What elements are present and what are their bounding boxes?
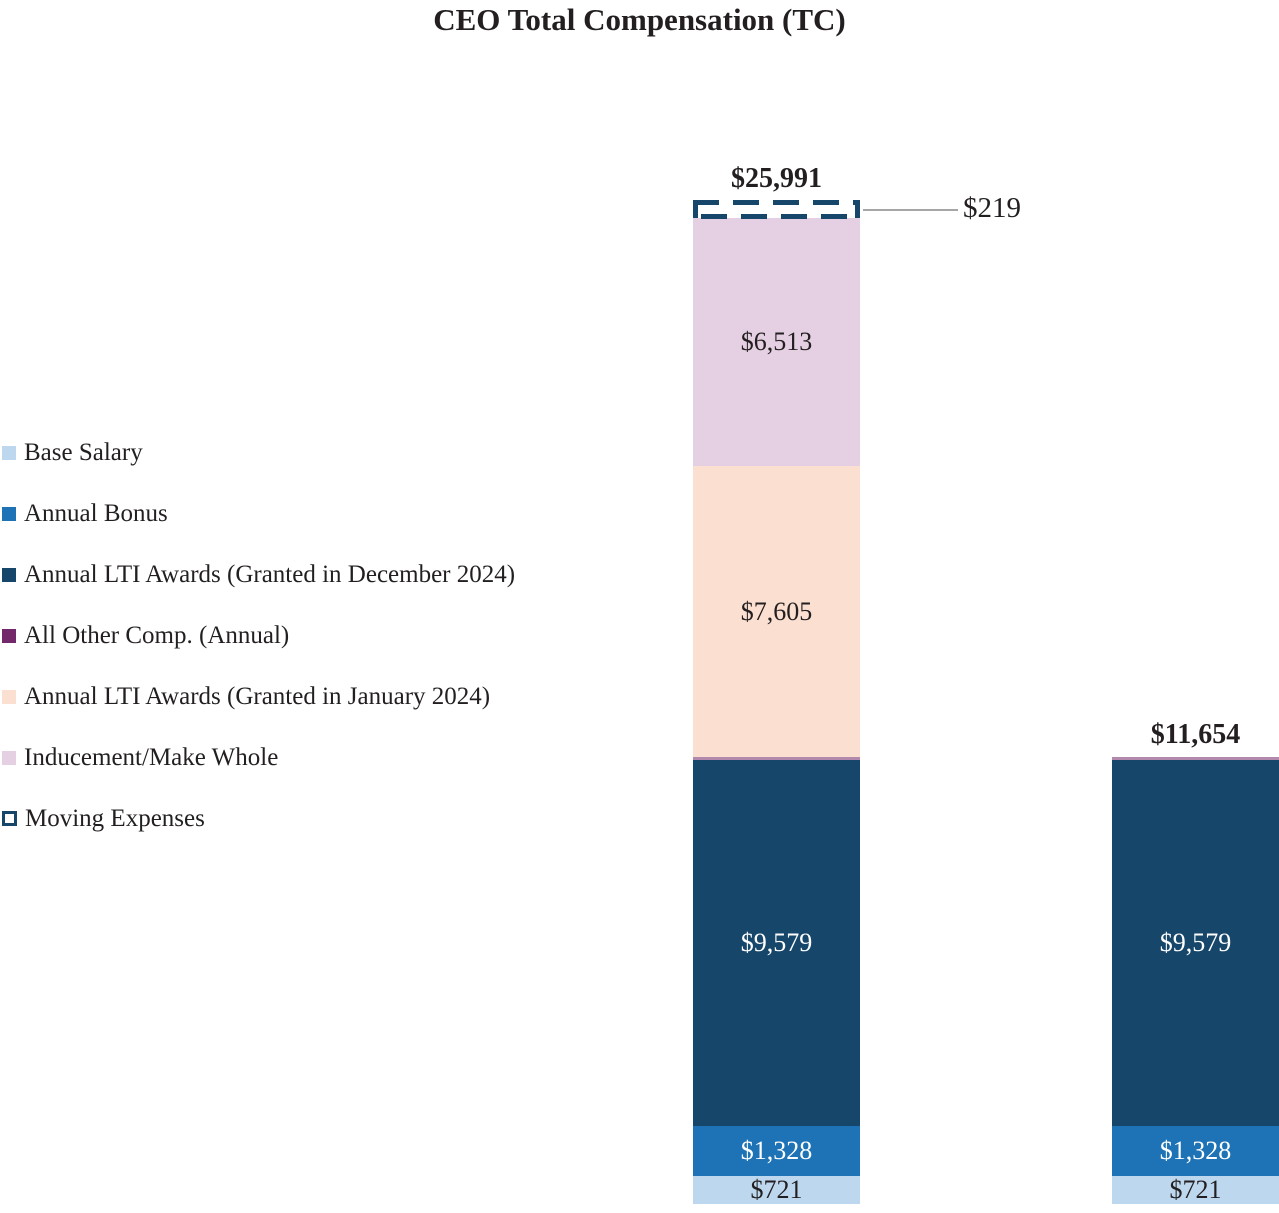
bar-segment-annual-bonus: $1,328 — [693, 1125, 860, 1177]
bar-total-label: $11,654 — [1150, 718, 1241, 750]
bar-segment-base-salary: $721 — [693, 1175, 860, 1205]
legend-label: Base Salary — [24, 438, 143, 466]
inducement-make-whole-swatch — [2, 750, 16, 765]
segment-value-label: $1,328 — [740, 1136, 813, 1166]
legend-label: Annual LTI Awards (Granted in December 2… — [24, 560, 516, 588]
bar-segment-all-other-comp-annual — [693, 756, 860, 760]
segment-value-label: $9,579 — [740, 927, 813, 957]
bar-segment-base-salary: $721 — [1112, 1175, 1279, 1205]
bar-segment-annual-lti-awards-granted-in-january-2024: $7,605 — [693, 466, 860, 757]
legend-item-moving-expenses: Moving Expenses — [2, 803, 515, 834]
segment-value-label: $6,513 — [740, 326, 813, 356]
bar-segment-all-other-comp-annual — [1112, 756, 1279, 760]
annual-lti-awards-granted-in-january-2024-swatch — [2, 689, 16, 704]
bar-segment-annual-bonus: $1,328 — [1112, 1125, 1279, 1177]
legend-label: All Other Comp. (Annual) — [24, 621, 290, 649]
legend-item-annual-lti-awards-granted-in-december-2024: Annual LTI Awards (Granted in December 2… — [2, 559, 515, 590]
segment-value-label: $7,605 — [740, 596, 813, 626]
legend-item-annual-bonus: Annual Bonus — [2, 498, 515, 529]
callout-line — [863, 209, 958, 211]
bar-segment-annual-lti-awards-granted-in-december-2024: $9,579 — [1112, 759, 1279, 1126]
legend-label: Inducement/Make Whole — [24, 743, 279, 771]
bar-segment-inducement-make-whole: $6,513 — [693, 217, 860, 467]
all-other-comp-annual-swatch — [2, 628, 16, 643]
legend-label: Annual Bonus — [24, 499, 168, 527]
chart-title: CEO Total Compensation (TC) — [433, 2, 846, 37]
legend-item-inducement-make-whole: Inducement/Make Whole — [2, 742, 515, 773]
bar-segment-moving-expenses — [693, 200, 860, 219]
bar-segment-annual-lti-awards-granted-in-december-2024: $9,579 — [693, 759, 860, 1126]
legend-item-annual-lti-awards-granted-in-january-2024: Annual LTI Awards (Granted in January 20… — [2, 681, 515, 712]
annual-lti-awards-granted-in-december-2024-swatch — [2, 567, 16, 582]
annual-bonus-swatch — [2, 506, 16, 521]
base-salary-swatch — [2, 445, 16, 460]
segment-value-label: $9,579 — [1159, 927, 1232, 957]
legend-item-all-other-comp-annual: All Other Comp. (Annual) — [2, 620, 515, 651]
legend-label: Annual LTI Awards (Granted in January 20… — [24, 682, 491, 710]
callout-label: $219 — [963, 192, 1021, 224]
legend-item-base-salary: Base Salary — [2, 437, 515, 468]
legend: Base Salary Annual Bonus Annual LTI Awards… — [2, 437, 515, 834]
legend-label: Moving Expenses — [25, 804, 205, 832]
moving-expenses-swatch — [2, 811, 17, 826]
segment-value-label: $1,328 — [1159, 1136, 1232, 1166]
segment-value-label: $721 — [1169, 1175, 1222, 1205]
bar-total-label: $25,991 — [731, 163, 822, 195]
segment-value-label: $721 — [750, 1175, 803, 1205]
